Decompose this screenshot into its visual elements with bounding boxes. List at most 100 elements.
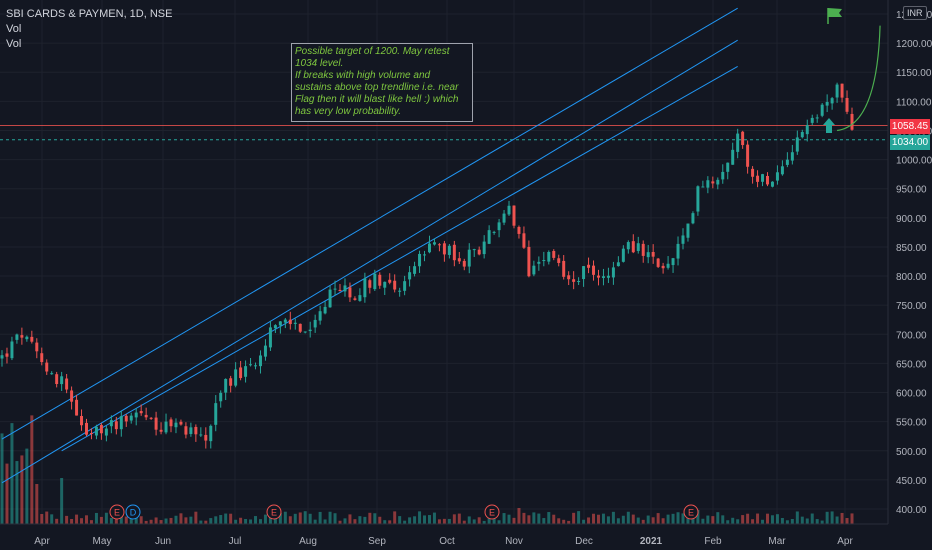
volume-bar [482, 520, 486, 524]
candle-body [164, 421, 168, 433]
volume-bar [199, 520, 203, 524]
candle-body [403, 281, 407, 291]
volume-bar [537, 513, 541, 524]
candle-body [696, 186, 700, 212]
volume-bar [373, 513, 377, 524]
candle-body [283, 319, 287, 323]
y-tick-label: 750.00 [896, 301, 927, 312]
volume-bar [413, 516, 417, 524]
volume-bar [621, 515, 625, 524]
candle-body [388, 279, 392, 283]
candle-body [348, 287, 352, 298]
volume-bar [542, 518, 546, 524]
volume-bar [119, 514, 123, 524]
annotation-note[interactable]: Possible target of 1200. May retest 1034… [291, 43, 473, 122]
volume-bar [403, 520, 407, 524]
candle-body [775, 172, 779, 181]
volume-bar [646, 515, 650, 524]
candle-body [562, 260, 566, 277]
volume-bar [775, 514, 779, 524]
volume-bar [726, 520, 730, 524]
volume-legend-2[interactable]: Vol [6, 38, 22, 50]
candle-body [209, 425, 213, 442]
candle-body [308, 329, 312, 332]
volume-bar [716, 512, 720, 524]
candle-body [70, 390, 74, 402]
volume-bar [706, 515, 710, 524]
volume-bar [507, 514, 511, 524]
volume-bar [283, 511, 287, 524]
candle-body [254, 365, 257, 367]
horizontal-levels [0, 125, 888, 141]
annotation-line-1: Possible target of 1200. May retest 1034… [295, 46, 450, 69]
volume-bar [582, 519, 586, 524]
event-marker-circle [484, 504, 500, 520]
target-curve [837, 25, 881, 132]
volume-bar [616, 518, 620, 524]
volume-bar [229, 513, 233, 524]
volume-bar [219, 515, 223, 524]
volume-bar [323, 519, 327, 524]
time-axis: Apr May Jun Jul Aug Sep Oct Nov Dec 2021 Feb Mar Apr [0, 523, 888, 547]
candle-body [522, 233, 526, 248]
candle-body [845, 97, 849, 112]
candle-body [766, 175, 769, 185]
volume-bar [179, 513, 183, 524]
candle-body [293, 322, 297, 324]
candle-body [368, 280, 372, 288]
volume-legend-1[interactable]: Vol [6, 23, 22, 35]
y-tick-label: 1100.00 [896, 97, 932, 108]
volume-bar [437, 519, 441, 524]
candle-body [99, 425, 103, 434]
volume-bar [104, 512, 108, 524]
candle-body [219, 392, 223, 402]
x-tick-label: May [93, 536, 112, 547]
volume-bar [447, 518, 451, 524]
volume-bar [159, 520, 163, 524]
candle-body [159, 429, 163, 432]
y-tick-label: 1000.00 [896, 156, 932, 167]
volume-bar [298, 512, 302, 524]
volume-bar [587, 517, 591, 524]
chart-legend: SBI CARDS & PAYMEN, 1D, NSE Vol Vol [6, 7, 172, 52]
candle-body [204, 434, 208, 441]
price-axis: 1250.001200.001150.001100.001050.001000.… [887, 0, 932, 524]
volume-bar [696, 510, 700, 524]
candle-body [229, 378, 233, 386]
candle-body [467, 249, 471, 267]
volume-bar [830, 511, 834, 524]
candle-body [606, 275, 610, 278]
symbol-title[interactable]: SBI CARDS & PAYMEN, 1D, NSE [6, 8, 173, 20]
currency-label[interactable]: INR [903, 6, 927, 20]
candle-body [144, 414, 148, 418]
volume-bar [293, 513, 297, 524]
volume-bar [462, 520, 466, 524]
volume-bar [721, 515, 725, 524]
candle-body [567, 275, 571, 280]
volume-bar [661, 518, 665, 524]
x-tick-label: Jun [155, 536, 171, 547]
volume-bar [472, 519, 476, 524]
volume-bar [840, 512, 844, 524]
candle-body [288, 319, 292, 325]
candle-body [263, 345, 267, 357]
volume-bar [189, 516, 193, 524]
candle-body [810, 117, 814, 123]
event-marker-circle [683, 504, 699, 520]
volume-bar [701, 518, 705, 524]
candle-body [447, 245, 451, 255]
candle-body [626, 242, 630, 250]
x-tick-label: 2021 [640, 536, 663, 547]
candlesticks [0, 82, 854, 449]
volume-bar [75, 514, 79, 524]
volume-bar [432, 512, 436, 524]
volume-bar [164, 518, 168, 524]
volume-bar [746, 513, 750, 524]
candle-body [482, 241, 486, 255]
volume-bar [80, 518, 84, 524]
candle-body [790, 152, 794, 161]
volume-bar [393, 511, 397, 524]
volume-bar [308, 513, 312, 524]
volume-bar [30, 415, 34, 524]
volume-bar [457, 513, 461, 524]
